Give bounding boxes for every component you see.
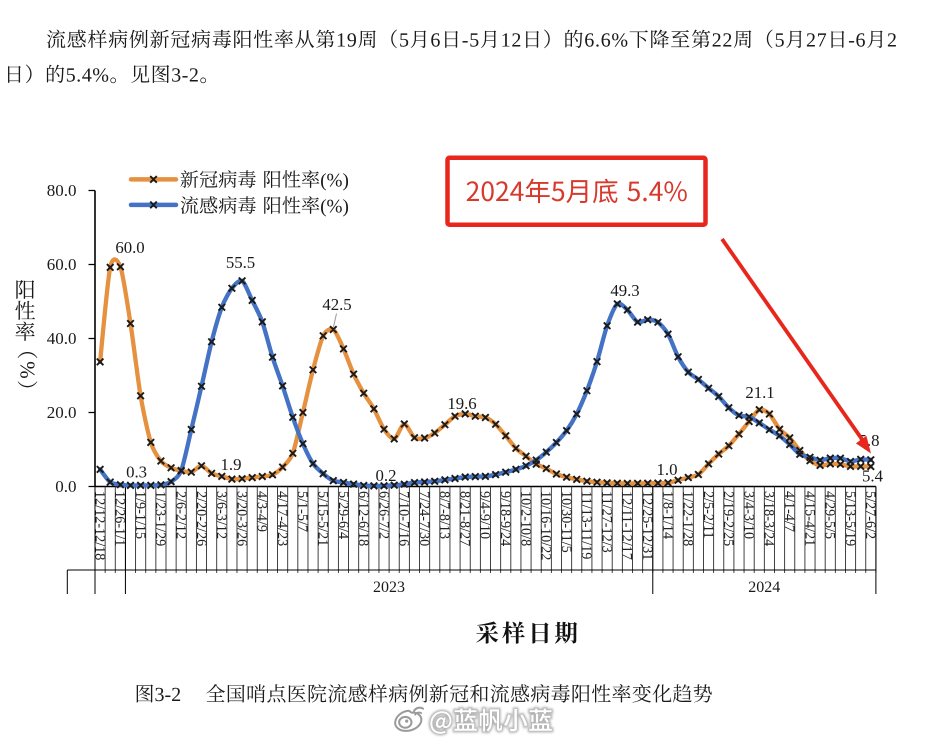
svg-text:55.5: 55.5 <box>226 253 255 272</box>
svg-text:4/15-4/21: 4/15-4/21 <box>801 491 817 546</box>
svg-text:6/26-7/2: 6/26-7/2 <box>375 491 391 539</box>
svg-text:5/27-6/2: 5/27-6/2 <box>862 491 878 539</box>
svg-text:6/12-6/18: 6/12-6/18 <box>355 491 371 546</box>
svg-text:0.0: 0.0 <box>55 477 76 496</box>
svg-text:49.3: 49.3 <box>610 281 639 300</box>
svg-text:40.0: 40.0 <box>47 329 77 348</box>
svg-text:5.4: 5.4 <box>862 467 884 486</box>
svg-text:4/29-5/5: 4/29-5/5 <box>822 491 838 539</box>
svg-text:3/4-3/10: 3/4-3/10 <box>740 491 756 539</box>
svg-text:9/4-9/10: 9/4-9/10 <box>477 491 493 539</box>
svg-text:2/5-2/11: 2/5-2/11 <box>700 491 716 539</box>
svg-text:11/27-12/3: 11/27-12/3 <box>598 491 614 553</box>
svg-text:3/20-3/26: 3/20-3/26 <box>233 491 249 546</box>
svg-text:8/7-8/13: 8/7-8/13 <box>436 491 452 539</box>
svg-text:1/8-1/14: 1/8-1/14 <box>659 491 675 539</box>
svg-text:1/9-1/15: 1/9-1/15 <box>132 491 148 539</box>
svg-text:5/15-5/21: 5/15-5/21 <box>315 491 331 546</box>
svg-text:5/1-5/7: 5/1-5/7 <box>294 491 310 532</box>
svg-text:2023: 2023 <box>373 579 405 596</box>
svg-text:10/16-10/22: 10/16-10/22 <box>538 491 554 560</box>
svg-text:1.9: 1.9 <box>221 455 242 474</box>
svg-text:42.5: 42.5 <box>322 295 351 314</box>
svg-text:1/22-1/28: 1/22-1/28 <box>680 491 696 546</box>
svg-text:12/25-12/31: 12/25-12/31 <box>639 491 655 560</box>
svg-text:5/29-6/4: 5/29-6/4 <box>335 491 351 539</box>
svg-text:12/26-1/1: 12/26-1/1 <box>112 491 128 546</box>
svg-text:3/18-3/24: 3/18-3/24 <box>761 491 777 546</box>
svg-text:1/23-1/29: 1/23-1/29 <box>152 491 168 546</box>
svg-text:2/6-2/12: 2/6-2/12 <box>173 491 189 539</box>
svg-text:80.0: 80.0 <box>47 181 77 200</box>
svg-text:12/12-12/18: 12/12-12/18 <box>91 491 107 560</box>
svg-text:11/13-11/19: 11/13-11/19 <box>578 491 594 559</box>
svg-text:4/3-4/9: 4/3-4/9 <box>254 491 270 532</box>
svg-text:21.1: 21.1 <box>745 383 774 402</box>
svg-text:60.0: 60.0 <box>47 255 77 274</box>
svg-text:10/30-11/5: 10/30-11/5 <box>558 491 574 553</box>
svg-text:2024: 2024 <box>748 579 780 596</box>
svg-text:5/13-5/19: 5/13-5/19 <box>842 491 858 546</box>
svg-text:1.0: 1.0 <box>657 460 678 479</box>
svg-text:19.6: 19.6 <box>447 394 476 413</box>
svg-text:0.3: 0.3 <box>126 463 147 482</box>
svg-text:60.0: 60.0 <box>115 238 144 257</box>
svg-text:0.2: 0.2 <box>376 466 397 485</box>
svg-text:8/21-8/27: 8/21-8/27 <box>457 491 473 546</box>
svg-text:20.0: 20.0 <box>47 403 77 422</box>
svg-text:4/17-4/23: 4/17-4/23 <box>274 491 290 546</box>
svg-text:2/20-2/26: 2/20-2/26 <box>193 491 209 546</box>
svg-text:10/2-10/8: 10/2-10/8 <box>517 491 533 546</box>
svg-text:4/1-4/7: 4/1-4/7 <box>781 491 797 532</box>
svg-text:7/10-7/16: 7/10-7/16 <box>396 491 412 546</box>
svg-text:3/6-3/12: 3/6-3/12 <box>213 491 229 539</box>
svg-text:7/24-7/30: 7/24-7/30 <box>416 491 432 546</box>
svg-text:9/18-9/24: 9/18-9/24 <box>497 491 513 546</box>
svg-text:12/11-12/17: 12/11-12/17 <box>619 491 635 560</box>
svg-text:2/19-2/25: 2/19-2/25 <box>720 491 736 546</box>
